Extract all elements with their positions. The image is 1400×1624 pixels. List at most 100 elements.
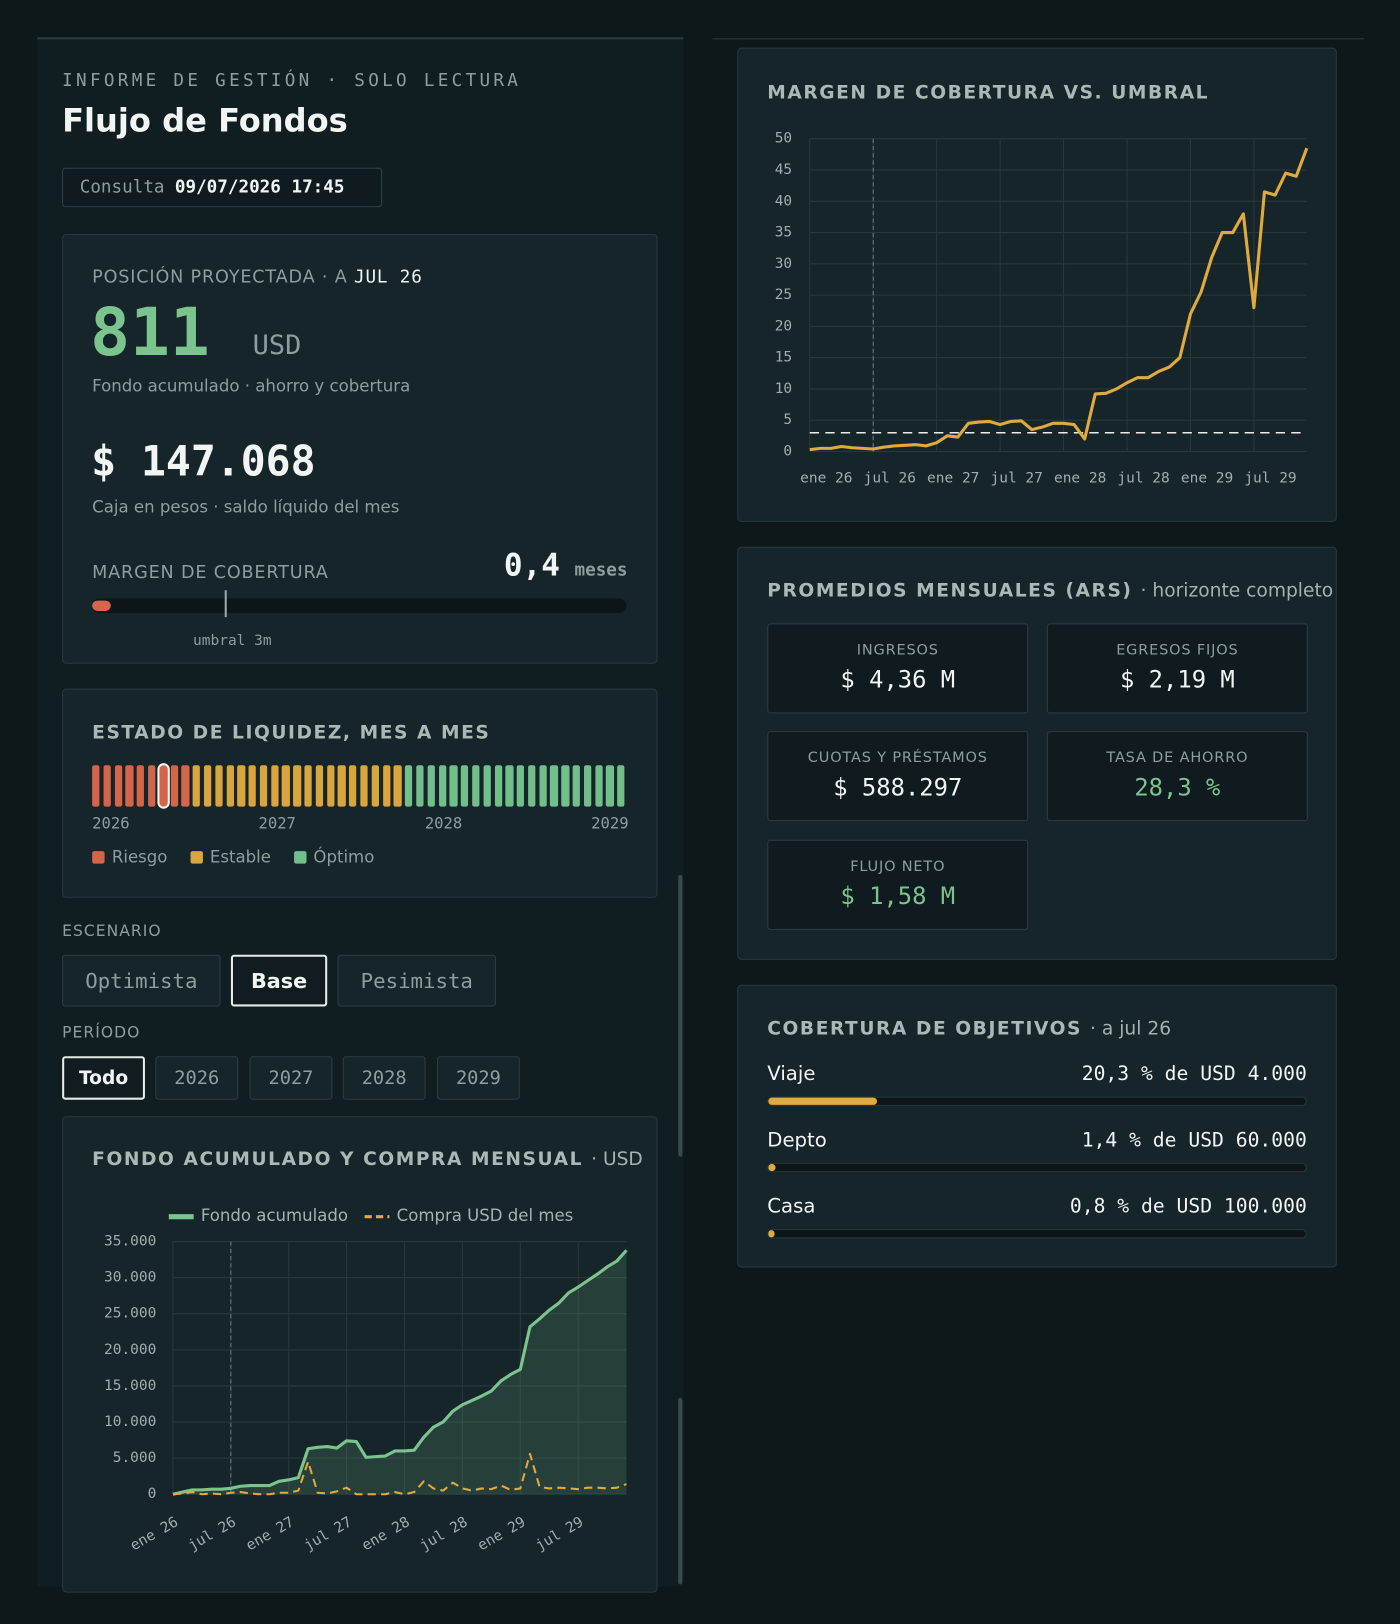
month-bar xyxy=(405,765,413,807)
threshold-tick xyxy=(224,590,227,618)
query-label: Consulta xyxy=(79,177,165,198)
x-tick-label: jul 28 xyxy=(1117,470,1169,486)
period-button[interactable]: 2027 xyxy=(249,1056,333,1100)
margin-label: MARGEN DE COBERTURA xyxy=(92,562,329,583)
scenario-button[interactable]: Optimista xyxy=(62,954,221,1007)
goals-subtitle: · a jul 26 xyxy=(1090,1017,1172,1040)
year-label: 2028 xyxy=(424,813,463,833)
y-tick-label: 20.000 xyxy=(104,1342,156,1358)
stat-value: $ 1,58 M xyxy=(840,883,956,911)
month-bar xyxy=(237,765,245,807)
stat-label: EGRESOS FIJOS xyxy=(1116,642,1239,659)
y-tick-label: 10.000 xyxy=(104,1414,156,1430)
scenario-button[interactable]: Pesimista xyxy=(337,954,497,1007)
fund-unit: USD xyxy=(252,330,302,362)
month-bar xyxy=(382,765,391,807)
averages-card: PROMEDIOS MENSUALES (ARS) · horizonte co… xyxy=(737,546,1337,960)
month-bar xyxy=(606,765,614,807)
month-bar xyxy=(215,765,223,807)
month-bar xyxy=(393,765,402,807)
year-label: 2026 xyxy=(92,813,130,833)
y-tick-label: 30.000 xyxy=(104,1270,156,1286)
month-bar xyxy=(270,765,279,807)
fund-caption: Fondo acumulado · ahorro y cobertura xyxy=(92,375,411,396)
month-bar xyxy=(539,765,547,807)
legend-item: Óptimo xyxy=(293,847,374,867)
month-bar xyxy=(203,765,212,807)
chart-title: FONDO ACUMULADO Y COMPRA MENSUAL · USD xyxy=(92,1148,643,1170)
year-label: 2027 xyxy=(258,813,296,833)
goals-title-text: COBERTURA DE OBJETIVOS xyxy=(767,1017,1083,1040)
period-button[interactable]: Todo xyxy=(62,1056,145,1100)
y-tick-label: 50 xyxy=(775,131,792,147)
goal-track xyxy=(767,1229,1307,1239)
stat-tile: CUOTAS Y PRÉSTAMOS $ 588.297 xyxy=(767,731,1029,822)
year-axis: 2026 2027 2028 2029 xyxy=(92,814,628,833)
month-bar xyxy=(282,765,290,807)
area xyxy=(172,1250,627,1495)
legend-label: Compra USD del mes xyxy=(397,1206,574,1225)
goals-title: COBERTURA DE OBJETIVOS · a jul 26 xyxy=(767,1018,1171,1040)
month-bar xyxy=(114,765,123,807)
y-tick-label: 45 xyxy=(775,162,792,178)
averages-title-text: PROMEDIOS MENSUALES (ARS) xyxy=(767,579,1133,602)
period-button[interactable]: 2029 xyxy=(436,1056,520,1100)
margin-fill xyxy=(92,600,111,611)
period-button[interactable]: 2026 xyxy=(155,1056,239,1100)
x-tick-label: ene 26 xyxy=(800,470,852,486)
x-tick-label: jul 29 xyxy=(533,1514,586,1554)
position-label-text: POSICIÓN PROYECTADA · A xyxy=(92,267,348,288)
x-tick-label: ene 29 xyxy=(1181,470,1233,486)
x-tick-label: ene 27 xyxy=(927,470,979,486)
cash-value: $ 147.068 xyxy=(91,438,316,486)
scenario-button[interactable]: Base xyxy=(230,954,328,1007)
goal-label: 0,8 % de USD 100.000 xyxy=(1069,1194,1307,1218)
y-tick-label: 20 xyxy=(775,318,792,334)
liquidity-title: ESTADO DE LIQUIDEZ, MES A MES xyxy=(92,721,491,744)
period-button[interactable]: 2028 xyxy=(342,1056,426,1100)
goal-name: Viaje xyxy=(767,1062,816,1086)
month-bar xyxy=(494,765,502,807)
month-bar xyxy=(136,765,145,807)
legend-item: Estable xyxy=(190,847,271,867)
month-bar xyxy=(438,765,447,807)
year-label: 2029 xyxy=(591,813,629,833)
legend-swatch xyxy=(92,850,105,864)
chart-title: MARGEN DE COBERTURA VS. UMBRAL xyxy=(767,81,1210,104)
stat-tile: FLUJO NETO $ 1,58 M xyxy=(767,839,1029,930)
margin-chart-card: MARGEN DE COBERTURA VS. UMBRAL 0 5 10 15 20 2… xyxy=(737,47,1337,522)
position-month: JUL 26 xyxy=(354,267,423,288)
x-tick-label: ene 28 xyxy=(359,1514,412,1554)
month-bar xyxy=(583,765,592,807)
month-bar xyxy=(192,765,201,807)
divider xyxy=(712,38,1364,40)
goal-name: Depto xyxy=(767,1128,827,1152)
month-bar xyxy=(293,765,301,807)
selected-month-bar xyxy=(157,763,170,809)
chart-subtitle: · USD xyxy=(591,1148,643,1171)
margin-value: 0,4 xyxy=(503,547,561,585)
month-bar xyxy=(170,765,178,807)
goal-track xyxy=(767,1162,1307,1173)
x-tick-label: jul 26 xyxy=(864,470,916,486)
y-tick-label: 0 xyxy=(783,443,792,459)
month-bar xyxy=(259,765,268,807)
goal-name: Casa xyxy=(767,1194,816,1218)
x-tick-label: ene 26 xyxy=(128,1514,181,1554)
month-bar xyxy=(326,765,335,807)
month-bar xyxy=(427,765,435,807)
month-bar xyxy=(416,765,424,807)
y-tick-label: 40 xyxy=(775,193,792,209)
y-tick-label: 25 xyxy=(775,287,792,303)
line xyxy=(809,147,1309,452)
margin-chart: 0 5 10 15 20 25 30 35 40 45 50 ene 26 jul 26 ene 27 ju… xyxy=(775,131,1309,486)
threshold-label: umbral 3m xyxy=(193,632,272,650)
x-tick-label: jul 28 xyxy=(417,1514,470,1554)
month-bar xyxy=(472,765,480,807)
goal-label: 1,4 % de USD 60.000 xyxy=(1081,1128,1307,1152)
averages-title: PROMEDIOS MENSUALES (ARS) · horizonte co… xyxy=(767,580,1333,602)
month-bar xyxy=(125,765,134,807)
liquidity-card: ESTADO DE LIQUIDEZ, MES A MES 2026 2027 20… xyxy=(62,688,658,898)
y-tick-label: 15 xyxy=(775,350,792,366)
month-bar xyxy=(315,765,324,807)
